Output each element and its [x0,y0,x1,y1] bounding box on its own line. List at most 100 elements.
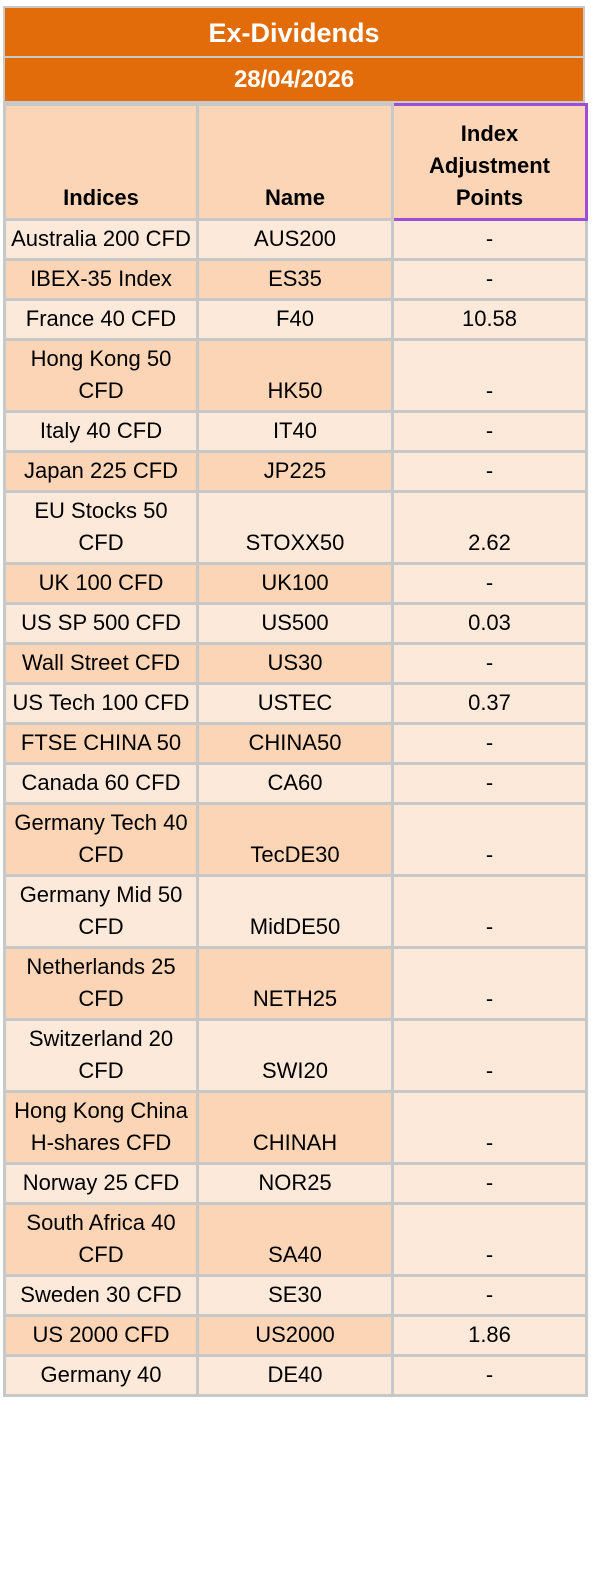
table-row: US SP 500 CFD US500 0.03 [3,602,588,645]
table-row: South Africa 40 CFD SA40- [3,1202,588,1277]
cell-name[interactable]: JP225 [196,450,394,493]
table-row: Hong Kong China H-shares CFD CHINAH - [3,1090,588,1165]
cell-name[interactable]: USTEC [196,682,394,725]
cell-index[interactable]: US 2000 CFD [3,1314,199,1357]
table-row: Germany Tech 40 CFD TecDE30- [3,802,588,877]
table-row: Australia 200 CFD AUS200- [3,218,588,261]
cell-adjustment-points[interactable]: - [391,450,588,493]
cell-adjustment-points[interactable]: - [391,874,588,949]
table-row: Germany Mid 50 CFD MidDE50- [3,874,588,949]
cell-name[interactable]: US2000 [196,1314,394,1357]
cell-index[interactable]: Netherlands 25 CFD [3,946,199,1021]
cell-index[interactable]: Hong Kong 50 CFD [3,338,199,413]
table-body: Australia 200 CFD AUS200- IBEX-35 Index ES3… [3,218,588,1397]
cell-index[interactable]: Germany Tech 40 CFD [3,802,199,877]
cell-index[interactable]: US Tech 100 CFD [3,682,199,725]
cell-index[interactable]: Italy 40 CFD [3,410,199,453]
cell-name[interactable]: DE40 [196,1354,394,1397]
cell-adjustment-points[interactable]: 10.58 [391,298,588,341]
cell-adjustment-points[interactable]: - [391,722,588,765]
cell-name[interactable]: MidDE50 [196,874,394,949]
cell-adjustment-points[interactable]: 2.62 [391,490,588,565]
table-row: Hong Kong 50 CFD HK50- [3,338,588,413]
table-row: Sweden 30 CFD SE30- [3,1274,588,1317]
cell-index[interactable]: EU Stocks 50 CFD [3,490,199,565]
cell-adjustment-points[interactable]: - [391,642,588,685]
header-row: Indices Name Index Adjustment Points [3,103,588,221]
header-indices[interactable]: Indices [3,103,199,221]
table-row: Norway 25 CFD NOR25- [3,1162,588,1205]
table-row: UK 100 CFD UK100- [3,562,588,605]
table-row: US 2000 CFD US2000 1.86 [3,1314,588,1357]
cell-index[interactable]: Germany Mid 50 CFD [3,874,199,949]
cell-name[interactable]: UK100 [196,562,394,605]
cell-name[interactable]: ES35 [196,258,394,301]
cell-name[interactable]: HK50 [196,338,394,413]
cell-name[interactable]: TecDE30 [196,802,394,877]
cell-name[interactable]: NETH25 [196,946,394,1021]
cell-name[interactable]: CHINA50 [196,722,394,765]
cell-index[interactable]: Australia 200 CFD [3,218,199,261]
cell-index[interactable]: US SP 500 CFD [3,602,199,645]
cell-index[interactable]: France 40 CFD [3,298,199,341]
table-row: Netherlands 25 CFD NETH25- [3,946,588,1021]
cell-adjustment-points[interactable]: - [391,762,588,805]
cell-index[interactable]: FTSE CHINA 50 [3,722,199,765]
cell-adjustment-points[interactable]: 0.37 [391,682,588,725]
cell-adjustment-points[interactable]: - [391,1090,588,1165]
table-row: EU Stocks 50 CFD STOXX50 2.62 [3,490,588,565]
cell-name[interactable]: SWI20 [196,1018,394,1093]
cell-index[interactable]: Norway 25 CFD [3,1162,199,1205]
cell-name[interactable]: CA60 [196,762,394,805]
cell-index[interactable]: South Africa 40 CFD [3,1202,199,1277]
table-row: Wall Street CFD US30- [3,642,588,685]
cell-name[interactable]: SA40 [196,1202,394,1277]
table-row: Canada 60 CFD CA60- [3,762,588,805]
sheet-date: 28/04/2026 [3,58,585,103]
cell-adjustment-points[interactable]: - [391,1354,588,1397]
table-row: Japan 225 CFD JP225- [3,450,588,493]
cell-adjustment-points[interactable]: - [391,1274,588,1317]
cell-index[interactable]: IBEX-35 Index [3,258,199,301]
header-adjustment-label: Index Adjustment Points [429,121,550,210]
cell-index[interactable]: UK 100 CFD [3,562,199,605]
cell-name[interactable]: F40 [196,298,394,341]
header-name[interactable]: Name [196,103,394,221]
cell-adjustment-points[interactable]: - [391,946,588,1021]
cell-adjustment-points[interactable]: - [391,218,588,261]
cell-name[interactable]: US30 [196,642,394,685]
cell-index[interactable]: Canada 60 CFD [3,762,199,805]
table-row: Germany 40 DE40- [3,1354,588,1397]
cell-name[interactable]: US500 [196,602,394,645]
cell-adjustment-points[interactable]: - [391,410,588,453]
cell-index[interactable]: Switzerland 20 CFD [3,1018,199,1093]
cell-adjustment-points[interactable]: - [391,562,588,605]
cell-adjustment-points[interactable]: - [391,802,588,877]
cell-index[interactable]: Wall Street CFD [3,642,199,685]
table-row: IBEX-35 Index ES35- [3,258,588,301]
cell-index[interactable]: Sweden 30 CFD [3,1274,199,1317]
cell-adjustment-points[interactable]: - [391,338,588,413]
cell-name[interactable]: SE30 [196,1274,394,1317]
cell-name[interactable]: IT40 [196,410,394,453]
cell-adjustment-points[interactable]: - [391,1018,588,1093]
cell-adjustment-points[interactable]: - [391,1162,588,1205]
table-row: FTSE CHINA 50 CHINA50- [3,722,588,765]
dividends-table: Indices Name Index Adjustment Points Aus… [3,103,588,1397]
cell-name[interactable]: CHINAH [196,1090,394,1165]
table-row: Switzerland 20 CFD SWI20- [3,1018,588,1093]
table-row: Italy 40 CFD IT40- [3,410,588,453]
cell-adjustment-points[interactable]: 0.03 [391,602,588,645]
table-row: France 40 CFD F40 10.58 [3,298,588,341]
cell-adjustment-points[interactable]: - [391,1202,588,1277]
cell-adjustment-points[interactable]: 1.86 [391,1314,588,1357]
cell-name[interactable]: STOXX50 [196,490,394,565]
header-adjustment-points[interactable]: Index Adjustment Points [391,103,588,221]
cell-name[interactable]: AUS200 [196,218,394,261]
cell-index[interactable]: Germany 40 [3,1354,199,1397]
cell-index[interactable]: Hong Kong China H-shares CFD [3,1090,199,1165]
cell-index[interactable]: Japan 225 CFD [3,450,199,493]
cell-name[interactable]: NOR25 [196,1162,394,1205]
cell-adjustment-points[interactable]: - [391,258,588,301]
sheet-title: Ex-Dividends [3,6,585,58]
